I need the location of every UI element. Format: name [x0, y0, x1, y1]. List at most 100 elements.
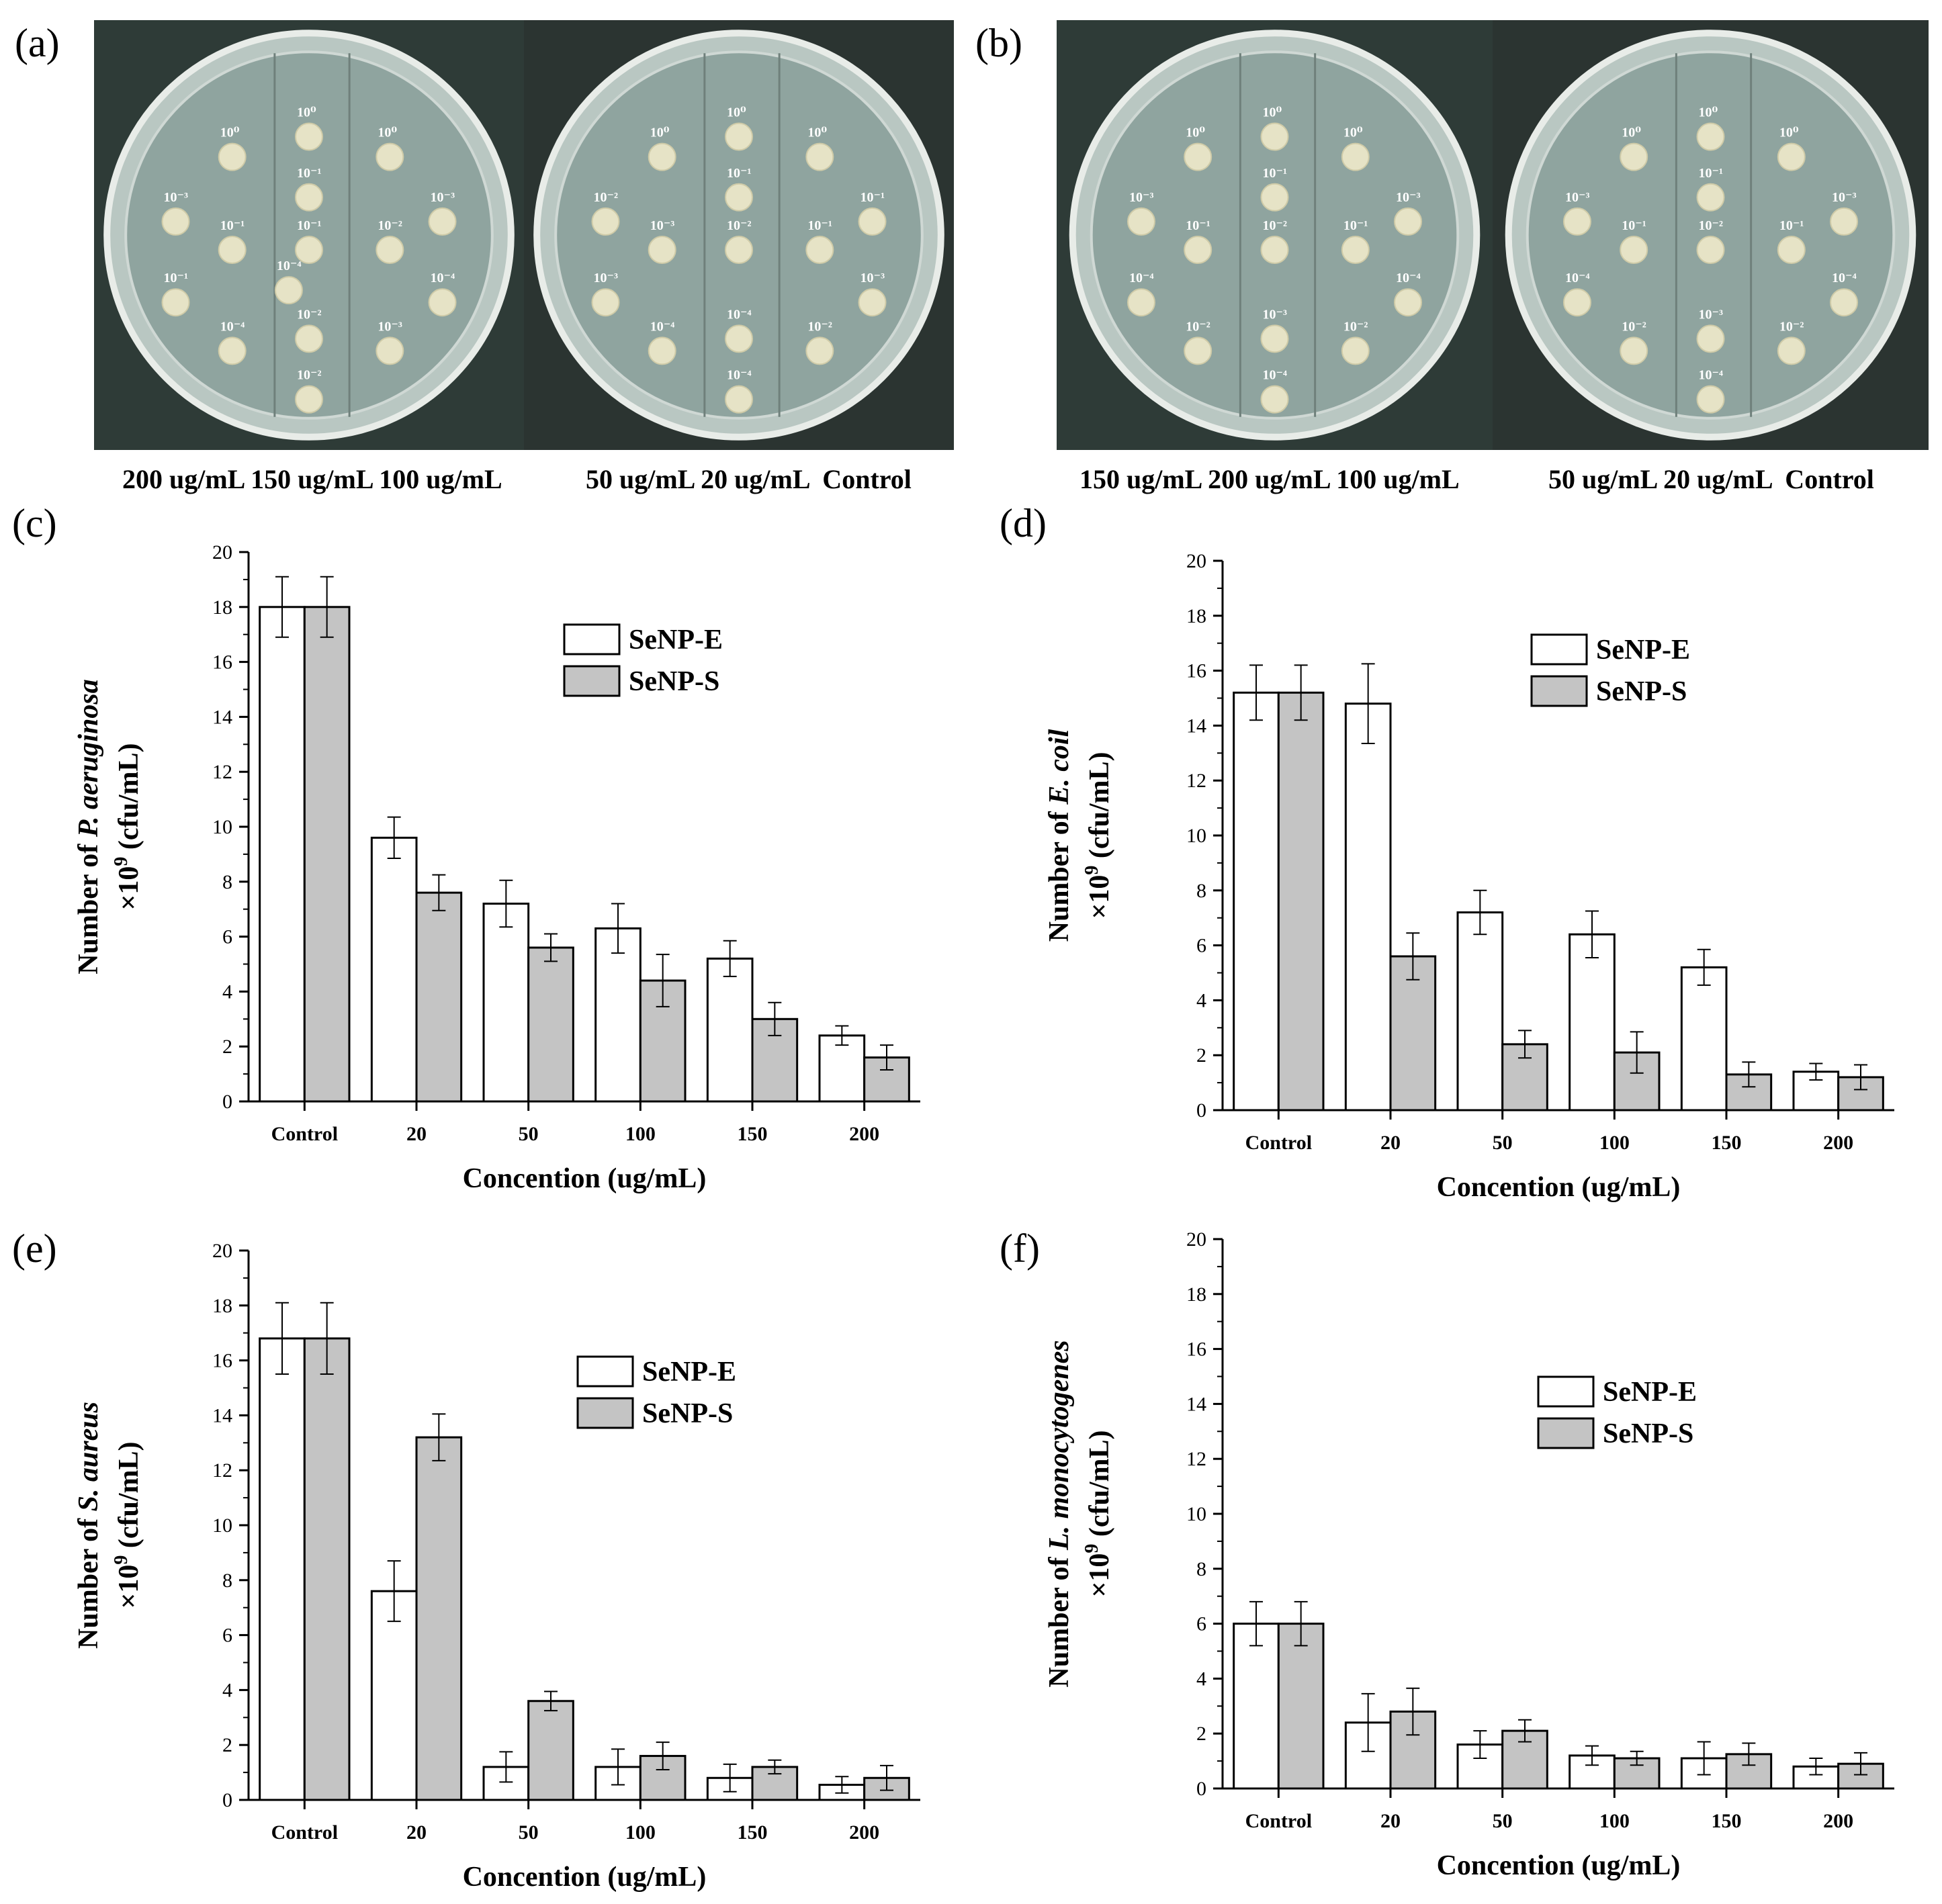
colony-spot — [295, 324, 323, 353]
colony-spot — [1562, 288, 1591, 317]
colony-spot — [161, 288, 190, 317]
dilution-label: 10⁰ — [378, 126, 397, 140]
y-axis-multiplier: ×10 — [1084, 1553, 1115, 1598]
dilution-label: 10⁻⁴ — [1263, 368, 1288, 383]
legend-swatch-senp-s — [576, 1397, 634, 1429]
panel-label-d: (d) — [1000, 501, 1047, 545]
y-axis-unit: (cfu/mL) — [1084, 752, 1115, 865]
y-axis-title-prefix: Number of — [1044, 805, 1075, 942]
y-tick-label: 0 — [222, 1091, 232, 1113]
petri-dish-b-2: 10⁰ 10⁰ 10⁰ 10⁻³ 10⁻¹ 10⁻³ 10⁻¹ 10⁻² 10⁻¹ 10⁻⁴ 10⁻… — [1505, 30, 1916, 441]
legend-swatch-senp-e — [563, 623, 621, 655]
dilution-label: 10⁻² — [1779, 319, 1804, 334]
dilution-label: 10⁻⁴ — [277, 259, 302, 273]
y-tick-label: 12 — [1186, 770, 1206, 792]
colony-spot — [648, 336, 676, 365]
dilution-label: 10⁻² — [1622, 319, 1646, 334]
x-tick-label: 100 — [1599, 1810, 1630, 1832]
colony-spot — [858, 288, 887, 317]
dilution-label: 10⁻² — [1343, 319, 1368, 334]
y-tick-label: 20 — [212, 541, 232, 563]
legend-label-senp-e: SeNP-E — [1596, 635, 1690, 666]
bar-senp-s-50 — [527, 1700, 574, 1801]
y-axis-title: Number of P. aeruginosa — [73, 679, 104, 974]
caption-a-right: 50 ug/mL 20 ug/mL Control — [586, 464, 912, 494]
x-axis-title: Concention (ug/mL) — [1437, 1850, 1681, 1881]
dilution-label: 10⁻² — [297, 307, 322, 322]
x-tick-label: 50 — [519, 1123, 539, 1145]
y-tick-label: 2 — [1196, 1044, 1206, 1067]
dilution-label: 10⁻¹ — [807, 218, 832, 233]
y-axis-title-species: E. coil — [1044, 729, 1075, 805]
y-axis-multiplier: ×10 — [114, 1565, 144, 1609]
y-tick-label: 4 — [1196, 1668, 1206, 1690]
colony-spot — [1184, 142, 1212, 171]
y-tick-label: 14 — [212, 1404, 232, 1426]
dilution-label: 10⁻⁴ — [727, 368, 752, 383]
legend-label-senp-s: SeNP-S — [642, 1398, 733, 1429]
dilution-label: 10⁻¹ — [860, 190, 885, 205]
dilution-label: 10⁻³ — [378, 319, 402, 334]
legend-label-senp-e: SeNP-E — [1603, 1377, 1697, 1408]
y-tick-label: 16 — [212, 651, 232, 674]
x-tick-label: 100 — [625, 1123, 656, 1145]
legend-swatch-senp-e — [1537, 1375, 1595, 1408]
colony-spot — [218, 236, 247, 264]
legend-swatch-senp-e — [1530, 633, 1588, 666]
colony-spot — [218, 142, 247, 171]
bar-senp-e-150 — [1680, 966, 1728, 1112]
y-axis-title-units: ×109 (cfu/mL) — [1082, 1430, 1115, 1597]
y-tick-label: 6 — [1196, 1613, 1206, 1635]
y-tick-label: 10 — [212, 1514, 232, 1537]
y-axis-exponent: 9 — [111, 1555, 132, 1565]
x-tick-label: 20 — [1380, 1810, 1401, 1832]
y-tick-label: 4 — [1196, 989, 1206, 1011]
colony-spot — [376, 336, 404, 365]
y-axis-title: Number of E. coil — [1044, 729, 1075, 942]
dilution-label: 10⁰ — [650, 126, 670, 140]
legend-swatch-senp-s — [563, 665, 621, 697]
colony-spot — [1260, 183, 1289, 212]
y-tick-label: 20 — [1186, 1228, 1206, 1251]
legend-label-senp-e: SeNP-E — [629, 625, 723, 655]
colony-spot — [1696, 324, 1725, 353]
legend-swatch-senp-s — [1530, 675, 1588, 707]
dilution-label: 10⁻¹ — [163, 271, 188, 285]
colony-spot — [1341, 142, 1370, 171]
dilution-label: 10⁻⁴ — [727, 307, 752, 322]
dilution-label: 10⁰ — [1343, 126, 1363, 140]
colony-spot — [725, 324, 753, 353]
dilution-label: 10⁻¹ — [1343, 218, 1368, 233]
colony-spot — [161, 207, 190, 236]
dilution-label: 10⁻¹ — [297, 218, 322, 233]
caption-a-left: 200 ug/mL 150 ug/mL 100 ug/mL — [122, 464, 502, 494]
dilution-label: 10⁻¹ — [297, 166, 322, 181]
y-axis-title-prefix: Number of — [73, 1511, 104, 1649]
dilution-label: 10⁰ — [727, 105, 746, 120]
y-axis-title-species: S. aureus — [73, 1402, 104, 1511]
y-tick-label: 8 — [222, 871, 232, 893]
bar-senp-e-150 — [706, 957, 754, 1103]
y-axis-title-units: ×109 (cfu/mL) — [1082, 752, 1115, 919]
bar-senp-s-50 — [527, 946, 574, 1103]
x-tick-label: 50 — [519, 1821, 539, 1844]
y-axis-multiplier: ×10 — [1084, 875, 1115, 919]
dilution-label: 10⁻³ — [1565, 190, 1590, 205]
colony-spot — [1260, 324, 1289, 353]
colony-spot — [428, 288, 457, 317]
colony-spot — [648, 142, 676, 171]
dilution-label: 10⁰ — [807, 126, 827, 140]
dilution-label: 10⁻¹ — [1699, 166, 1724, 181]
bar-chart-c: 0 2 4 6 8 10 12 14 16 18 20 Control 20 50 100 150 200 Con… — [73, 541, 920, 1194]
dilution-label: 10⁻⁴ — [1699, 368, 1724, 383]
dilution-label: 10⁻³ — [1699, 307, 1724, 322]
dilution-label: 10⁻² — [807, 319, 832, 334]
y-tick-label: 0 — [1196, 1099, 1206, 1122]
x-tick-label: 200 — [849, 1821, 879, 1844]
y-tick-label: 6 — [222, 1625, 232, 1647]
colony-spot — [1777, 336, 1806, 365]
colony-spot — [725, 183, 753, 212]
dilution-label: 10⁻³ — [593, 271, 618, 285]
bar-senp-s-control — [1277, 1623, 1325, 1790]
petri-dish-agar — [554, 50, 924, 420]
